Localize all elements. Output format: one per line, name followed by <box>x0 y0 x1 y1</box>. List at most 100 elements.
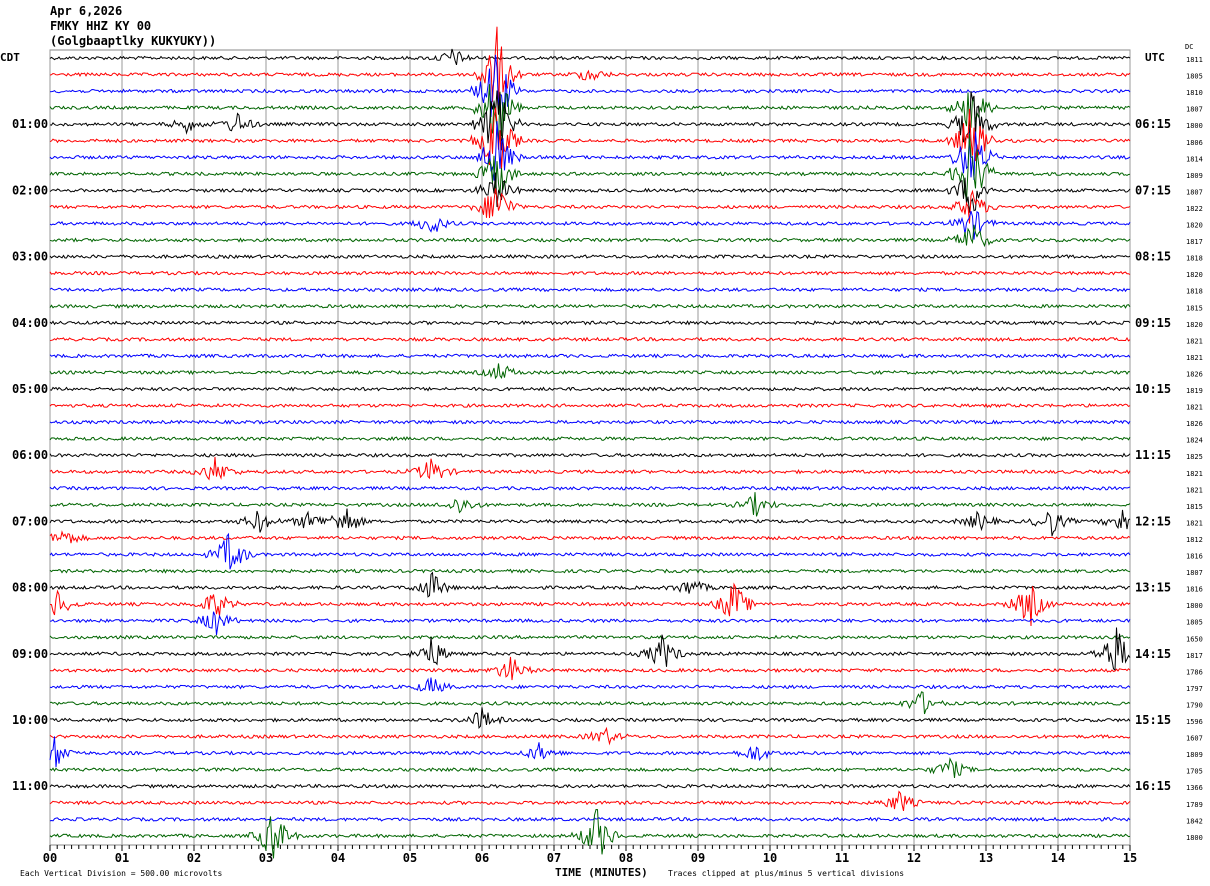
dc-value: 1818 <box>1186 255 1203 263</box>
trace-row-30 <box>49 532 1131 570</box>
dc-value: 1820 <box>1186 271 1203 279</box>
trace-row-33 <box>49 582 1131 627</box>
right-time-label: 12:15 <box>1135 514 1171 528</box>
dc-value: 1807 <box>1186 106 1203 114</box>
dc-value: 1820 <box>1186 321 1203 329</box>
dc-value: 1809 <box>1186 172 1203 180</box>
trace-row-19 <box>49 363 1131 380</box>
dc-value: 1650 <box>1186 635 1203 643</box>
left-time-label: 06:00 <box>12 448 48 462</box>
left-time-label: 03:00 <box>12 250 48 264</box>
trace-row-44 <box>49 783 1131 789</box>
dc-value: 1806 <box>1186 139 1203 147</box>
dc-value: 1825 <box>1186 453 1203 461</box>
dc-value: 1789 <box>1186 801 1203 809</box>
x-axis-label: TIME (MINUTES) <box>555 866 648 879</box>
dc-value: 1596 <box>1186 718 1203 726</box>
trace-row-0 <box>49 48 1131 66</box>
dc-value: 1821 <box>1186 519 1203 527</box>
trace-row-9 <box>49 188 1131 224</box>
trace-row-14 <box>49 287 1131 293</box>
dc-value: 1821 <box>1186 404 1203 412</box>
x-tick-label: 00 <box>43 851 57 865</box>
right-time-label: 16:15 <box>1135 779 1171 793</box>
trace-row-6 <box>49 121 1131 181</box>
trace-row-25 <box>49 456 1131 481</box>
right-time-label: 11:15 <box>1135 448 1171 462</box>
right-time-label: 09:15 <box>1135 316 1171 330</box>
left-time-label: 08:00 <box>12 581 48 595</box>
x-tick-label: 10 <box>763 851 777 865</box>
trace-row-15 <box>49 303 1131 309</box>
dc-value: 1790 <box>1186 701 1203 709</box>
left-time-label: 10:00 <box>12 713 48 727</box>
clip-note: Traces clipped at plus/minus 5 vertical … <box>668 869 904 878</box>
dc-value: 1815 <box>1186 304 1203 312</box>
x-tick-label: 07 <box>547 851 561 865</box>
trace-row-45 <box>49 790 1131 812</box>
dc-value: 1826 <box>1186 370 1203 378</box>
trace-row-4 <box>49 90 1131 151</box>
dc-value: 1842 <box>1186 817 1203 825</box>
dc-value: 1786 <box>1186 668 1203 676</box>
dc-value: 1814 <box>1186 155 1203 163</box>
trace-row-42 <box>49 736 1131 768</box>
x-tick-label: 15 <box>1123 851 1137 865</box>
left-time-label: 02:00 <box>12 183 48 197</box>
dc-value: 1800 <box>1186 122 1203 130</box>
trace-row-20 <box>49 386 1131 392</box>
trace-row-10 <box>49 210 1131 240</box>
trace-row-11 <box>49 224 1131 248</box>
dc-value: 1816 <box>1186 586 1203 594</box>
x-tick-label: 08 <box>619 851 633 865</box>
dc-value: 1607 <box>1186 735 1203 743</box>
dc-value: 1815 <box>1186 503 1203 511</box>
trace-row-27 <box>49 492 1131 517</box>
trace-row-3 <box>49 84 1131 144</box>
dc-value: 1807 <box>1186 188 1203 196</box>
right-timezone-label: UTC <box>1145 51 1165 64</box>
dc-value: 1817 <box>1186 238 1203 246</box>
dc-value: 1821 <box>1186 470 1203 478</box>
dc-value: 1797 <box>1186 685 1203 693</box>
dc-value: 1809 <box>1186 751 1203 759</box>
dc-value: 1805 <box>1186 73 1203 81</box>
trace-row-28 <box>49 508 1131 537</box>
trace-row-1 <box>49 26 1131 110</box>
dc-value: 1366 <box>1186 784 1203 792</box>
date-label: Apr 6,2026 <box>50 4 123 18</box>
left-time-label: 07:00 <box>12 514 48 528</box>
trace-row-41 <box>49 726 1131 746</box>
left-time-label: 05:00 <box>12 382 48 396</box>
trace-row-22 <box>49 419 1131 425</box>
trace-row-12 <box>49 253 1131 260</box>
trace-row-7 <box>49 133 1131 201</box>
trace-row-8 <box>49 172 1131 213</box>
right-time-label: 08:15 <box>1135 250 1171 264</box>
trace-row-34 <box>49 611 1131 635</box>
dc-value: 1820 <box>1186 222 1203 230</box>
dc-value: 1805 <box>1186 619 1203 627</box>
left-time-label: 04:00 <box>12 316 48 330</box>
right-time-label: 13:15 <box>1135 581 1171 595</box>
dc-value: 1821 <box>1186 486 1203 494</box>
right-time-label: 07:15 <box>1135 183 1171 197</box>
x-tick-label: 09 <box>691 851 705 865</box>
trace-row-13 <box>49 270 1131 276</box>
trace-row-18 <box>49 353 1131 359</box>
right-time-label: 15:15 <box>1135 713 1171 727</box>
trace-row-2 <box>49 54 1131 118</box>
trace-row-36 <box>49 627 1131 672</box>
right-time-label: 06:15 <box>1135 117 1171 131</box>
trace-row-31 <box>49 568 1131 574</box>
dc-value: 1824 <box>1186 437 1203 445</box>
dc-value: 1810 <box>1186 89 1203 97</box>
x-tick-label: 01 <box>115 851 129 865</box>
left-time-label: 09:00 <box>12 647 48 661</box>
trace-row-40 <box>49 707 1131 729</box>
dc-value: 1807 <box>1186 569 1203 577</box>
right-time-label: 14:15 <box>1135 647 1171 661</box>
dc-value: 1705 <box>1186 768 1203 776</box>
